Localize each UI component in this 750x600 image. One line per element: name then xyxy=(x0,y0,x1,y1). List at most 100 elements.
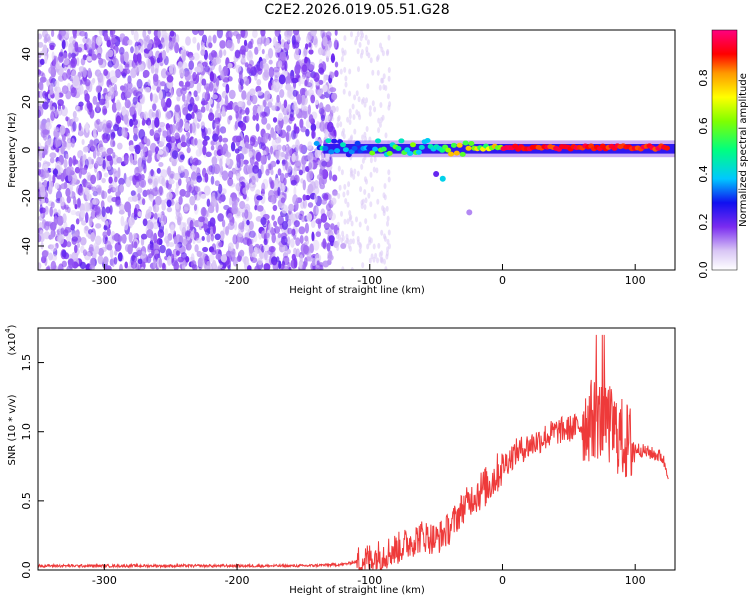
spectrogram-cell xyxy=(329,87,337,93)
spectrogram-cell xyxy=(313,72,320,83)
spectrogram-cell xyxy=(314,193,318,203)
signal-cell xyxy=(342,147,349,153)
signal-cell xyxy=(340,243,347,249)
spectrogram-cell xyxy=(372,243,376,250)
spectrogram-cell xyxy=(194,138,198,146)
signal-cell xyxy=(410,142,416,148)
spectrogram-cell xyxy=(48,252,53,261)
spectrogram-cell xyxy=(117,252,123,262)
spectrogram-cell xyxy=(203,185,211,196)
spectrogram-cell xyxy=(207,165,213,175)
spectrogram-cell xyxy=(137,59,142,65)
spectrogram-cell xyxy=(170,224,175,236)
y-tick-label: -20 xyxy=(20,189,33,207)
spectrogram-cell xyxy=(295,144,299,153)
spectrogram-cell xyxy=(237,36,241,44)
spectrogram-cell xyxy=(124,68,131,75)
spectrogram-cell xyxy=(339,68,343,75)
colorbar-tick-label: 0.4 xyxy=(697,165,710,183)
spectrogram-cell xyxy=(113,83,118,93)
spectrogram-cell xyxy=(383,183,387,189)
spectrogram-cell xyxy=(166,75,174,83)
spectrogram-cell xyxy=(308,64,315,71)
spectrogram-cell xyxy=(218,64,222,74)
spectrogram-cell xyxy=(348,90,352,97)
spectrogram-cell xyxy=(263,244,270,251)
spectrogram-cell xyxy=(348,113,352,120)
spectrogram-cell xyxy=(65,116,69,122)
spectrogram-cell xyxy=(311,129,315,139)
spectrogram-cell xyxy=(305,166,310,172)
spectrogram-cell xyxy=(166,255,172,266)
spectrogram-cell xyxy=(369,237,373,244)
spectrogram-cell xyxy=(158,121,166,128)
spectrogram-cell xyxy=(151,119,155,131)
spectrogram-cell xyxy=(61,72,68,81)
spectrogram-cell xyxy=(38,33,42,40)
spectrogram-cell xyxy=(54,90,60,101)
spectrogram-cell xyxy=(100,73,105,83)
spectrogram-cell xyxy=(215,57,222,64)
spectrogram-cell xyxy=(386,93,390,100)
spectrogram-cell xyxy=(245,107,250,115)
spectrogram-cell xyxy=(283,41,290,52)
spectrogram-cell xyxy=(211,156,218,166)
spectrogram-cell xyxy=(76,57,80,66)
spectrogram-cell xyxy=(336,245,340,251)
spectrogram-cell xyxy=(186,137,191,148)
spectrogram-cell xyxy=(264,90,271,101)
spectrogram-cell xyxy=(103,256,109,265)
spectrogram-cell xyxy=(166,97,172,108)
spectrogram-cell xyxy=(318,177,322,187)
spectrogram-cell xyxy=(299,210,305,216)
spectrogram-cell xyxy=(322,36,328,47)
spectrogram-cell xyxy=(105,206,111,214)
spectrogram-cell xyxy=(143,111,149,121)
spectrogram-cell xyxy=(39,71,44,77)
spectrogram-cell xyxy=(122,72,127,79)
spectrogram-cell xyxy=(138,129,146,140)
spectrogram-cell xyxy=(280,235,288,246)
spectrogram-cell xyxy=(244,209,249,220)
spectrogram-cell xyxy=(69,63,76,69)
spectrogram-cell xyxy=(256,195,263,201)
spectrogram-cell xyxy=(216,30,223,39)
spectrogram-cell xyxy=(258,105,264,112)
spectrogram-cell xyxy=(108,176,113,184)
spectrogram-cell xyxy=(82,249,88,257)
spectrogram-cell xyxy=(353,94,357,101)
spectrogram-cell xyxy=(296,94,303,105)
spectrogram-cell xyxy=(168,179,175,185)
spectrogram-cell xyxy=(272,131,277,140)
spectrogram-cell xyxy=(284,60,288,72)
spectrogram-cell xyxy=(332,191,338,197)
spectrogram-cell xyxy=(192,52,200,61)
spectrogram-cell xyxy=(240,30,246,38)
spectrogram-cell xyxy=(204,65,210,73)
spectrogram-cell xyxy=(387,169,391,176)
spectrogram-cell xyxy=(101,236,106,245)
spectrogram-cell xyxy=(83,202,91,212)
spectrogram-cell xyxy=(331,92,338,101)
spectrogram-cell xyxy=(178,178,182,186)
spectrogram-cell xyxy=(62,213,67,224)
spectrogram-cell xyxy=(148,50,153,57)
spectrogram-cell xyxy=(68,46,72,53)
spectrogram-cell xyxy=(120,234,127,244)
spectrogram-cell xyxy=(192,36,197,44)
signal-cell xyxy=(331,138,338,144)
spectrogram-cell xyxy=(67,132,71,142)
spectrogram-cell xyxy=(60,183,68,190)
spectrogram-cell xyxy=(91,77,96,84)
spectrogram-cell xyxy=(65,153,69,160)
spectrogram-cell xyxy=(307,151,314,163)
spectrogram-cell xyxy=(293,257,298,269)
spectrogram-cell xyxy=(317,47,324,56)
spectrogram-cell xyxy=(191,138,195,146)
snr-x-ticks: -300 -200 -100 0 100 xyxy=(92,564,646,587)
spectrogram-cell xyxy=(252,30,258,39)
spectrogram-cell xyxy=(179,68,186,78)
spectrogram-cell xyxy=(285,75,291,86)
spectrogram-cell xyxy=(342,88,346,95)
spectrogram-cell xyxy=(115,185,122,197)
